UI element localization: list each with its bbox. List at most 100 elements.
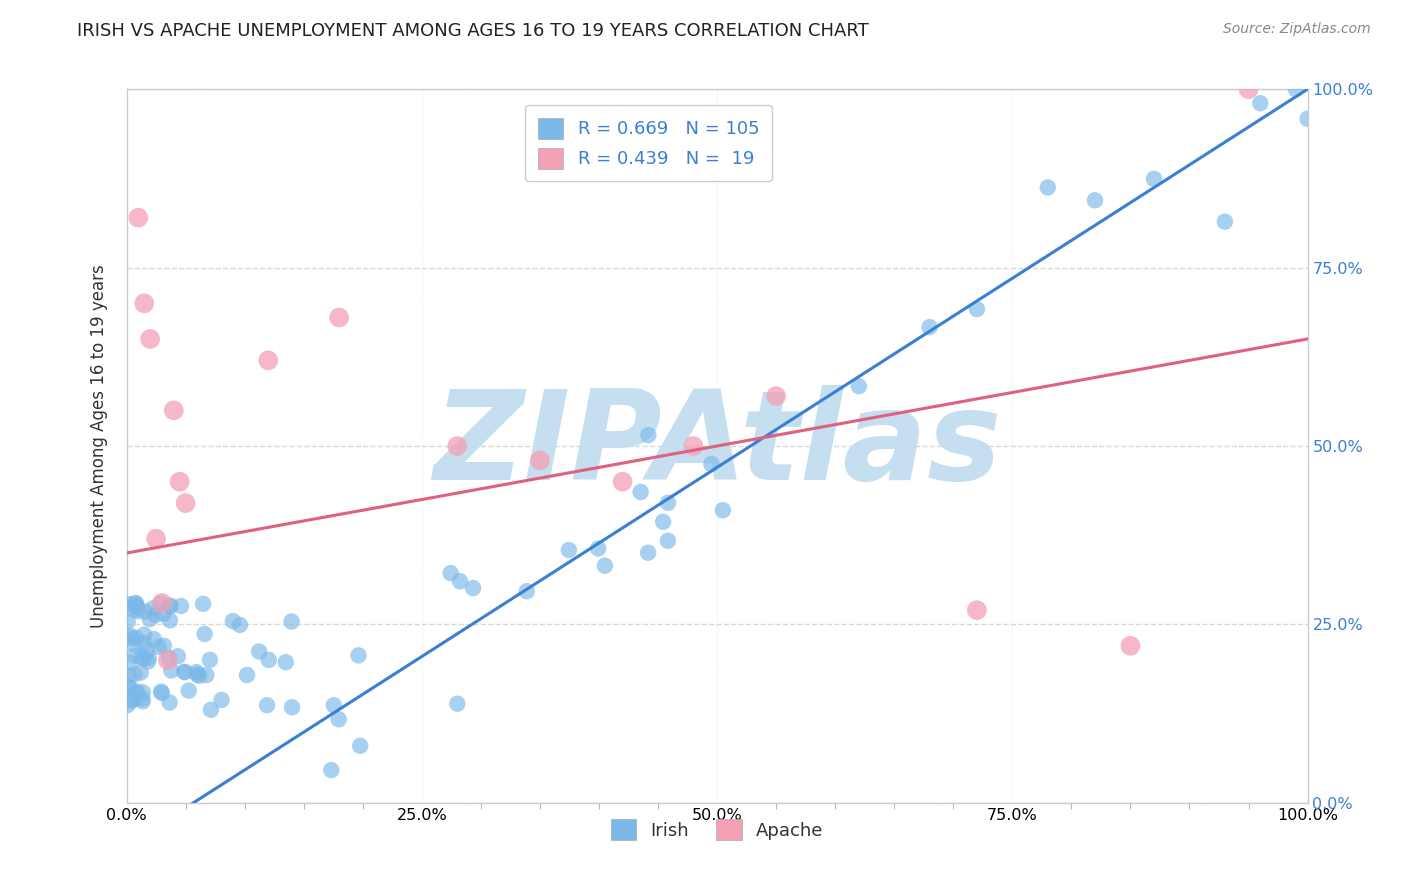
Point (122, 603, 145, 617)
Point (138, 651, 160, 665)
Point (150, 686, 173, 700)
Point (117, 615, 139, 629)
Point (170, 599, 193, 613)
Point (131, 691, 153, 706)
Point (446, 697, 468, 711)
Point (1036, 180, 1059, 194)
Point (257, 353, 280, 368)
Point (446, 439, 468, 453)
Point (117, 698, 139, 712)
Point (186, 667, 208, 681)
Point (612, 475, 634, 489)
Point (143, 608, 166, 623)
Point (134, 296, 156, 310)
Point (280, 615, 302, 629)
Point (125, 597, 148, 611)
Point (257, 653, 280, 667)
Legend: Irish, Apache: Irish, Apache (603, 812, 831, 847)
Point (1143, 171, 1166, 186)
Point (118, 680, 141, 694)
Point (186, 665, 208, 679)
Point (124, 648, 146, 663)
Point (142, 601, 165, 615)
Point (169, 475, 191, 489)
Point (194, 627, 217, 641)
Point (125, 684, 148, 698)
Point (637, 546, 659, 560)
Point (256, 698, 278, 713)
Point (347, 648, 370, 663)
Point (328, 712, 350, 726)
Point (118, 656, 141, 670)
Point (125, 686, 148, 700)
Text: Source: ZipAtlas.com: Source: ZipAtlas.com (1223, 22, 1371, 37)
Point (222, 614, 245, 628)
Point (136, 643, 159, 657)
Point (173, 665, 195, 679)
Point (159, 613, 181, 627)
Point (593, 558, 616, 573)
Point (139, 332, 162, 346)
Point (449, 574, 471, 589)
Point (558, 543, 581, 558)
Point (136, 655, 159, 669)
Point (586, 541, 609, 556)
Point (173, 665, 195, 679)
Point (174, 496, 197, 510)
Point (461, 581, 484, 595)
Point (134, 628, 156, 642)
Point (132, 685, 155, 699)
Point (142, 632, 165, 647)
Point (274, 655, 297, 669)
Point (166, 649, 188, 664)
Point (152, 607, 174, 621)
Point (652, 515, 675, 529)
Point (966, 301, 988, 316)
Point (247, 644, 270, 658)
Point (177, 683, 200, 698)
Point (129, 665, 152, 680)
Point (657, 533, 679, 548)
Point (132, 651, 155, 665)
Point (150, 596, 173, 610)
Point (118, 597, 141, 611)
Point (1285, 82, 1308, 96)
Point (150, 684, 173, 698)
Point (200, 703, 222, 717)
Point (637, 428, 659, 442)
Point (516, 584, 538, 599)
Point (1249, 96, 1271, 111)
Point (125, 599, 148, 614)
Point (321, 763, 343, 777)
Point (191, 597, 214, 611)
Point (159, 696, 181, 710)
Text: ZIPAtlas: ZIPAtlas (433, 385, 1001, 507)
Point (439, 566, 461, 581)
Point (156, 653, 179, 667)
Point (163, 403, 186, 417)
Point (132, 636, 155, 650)
Point (120, 629, 142, 643)
Point (211, 693, 233, 707)
Point (160, 664, 183, 678)
Text: IRISH VS APACHE UNEMPLOYMENT AMONG AGES 16 TO 19 YEARS CORRELATION CHART: IRISH VS APACHE UNEMPLOYMENT AMONG AGES … (77, 22, 869, 40)
Point (1296, 112, 1319, 126)
Point (159, 599, 181, 614)
Point (1084, 194, 1107, 208)
Point (127, 604, 149, 618)
Point (145, 532, 167, 546)
Point (657, 496, 679, 510)
Point (134, 605, 156, 619)
Point (118, 668, 141, 682)
Point (529, 453, 551, 467)
Point (153, 639, 176, 653)
Point (120, 693, 142, 707)
Point (132, 694, 155, 708)
Point (159, 599, 181, 613)
Point (124, 667, 146, 681)
Point (148, 640, 170, 654)
Point (188, 669, 211, 683)
Point (1213, 214, 1236, 228)
Point (131, 650, 153, 665)
Point (125, 631, 148, 645)
